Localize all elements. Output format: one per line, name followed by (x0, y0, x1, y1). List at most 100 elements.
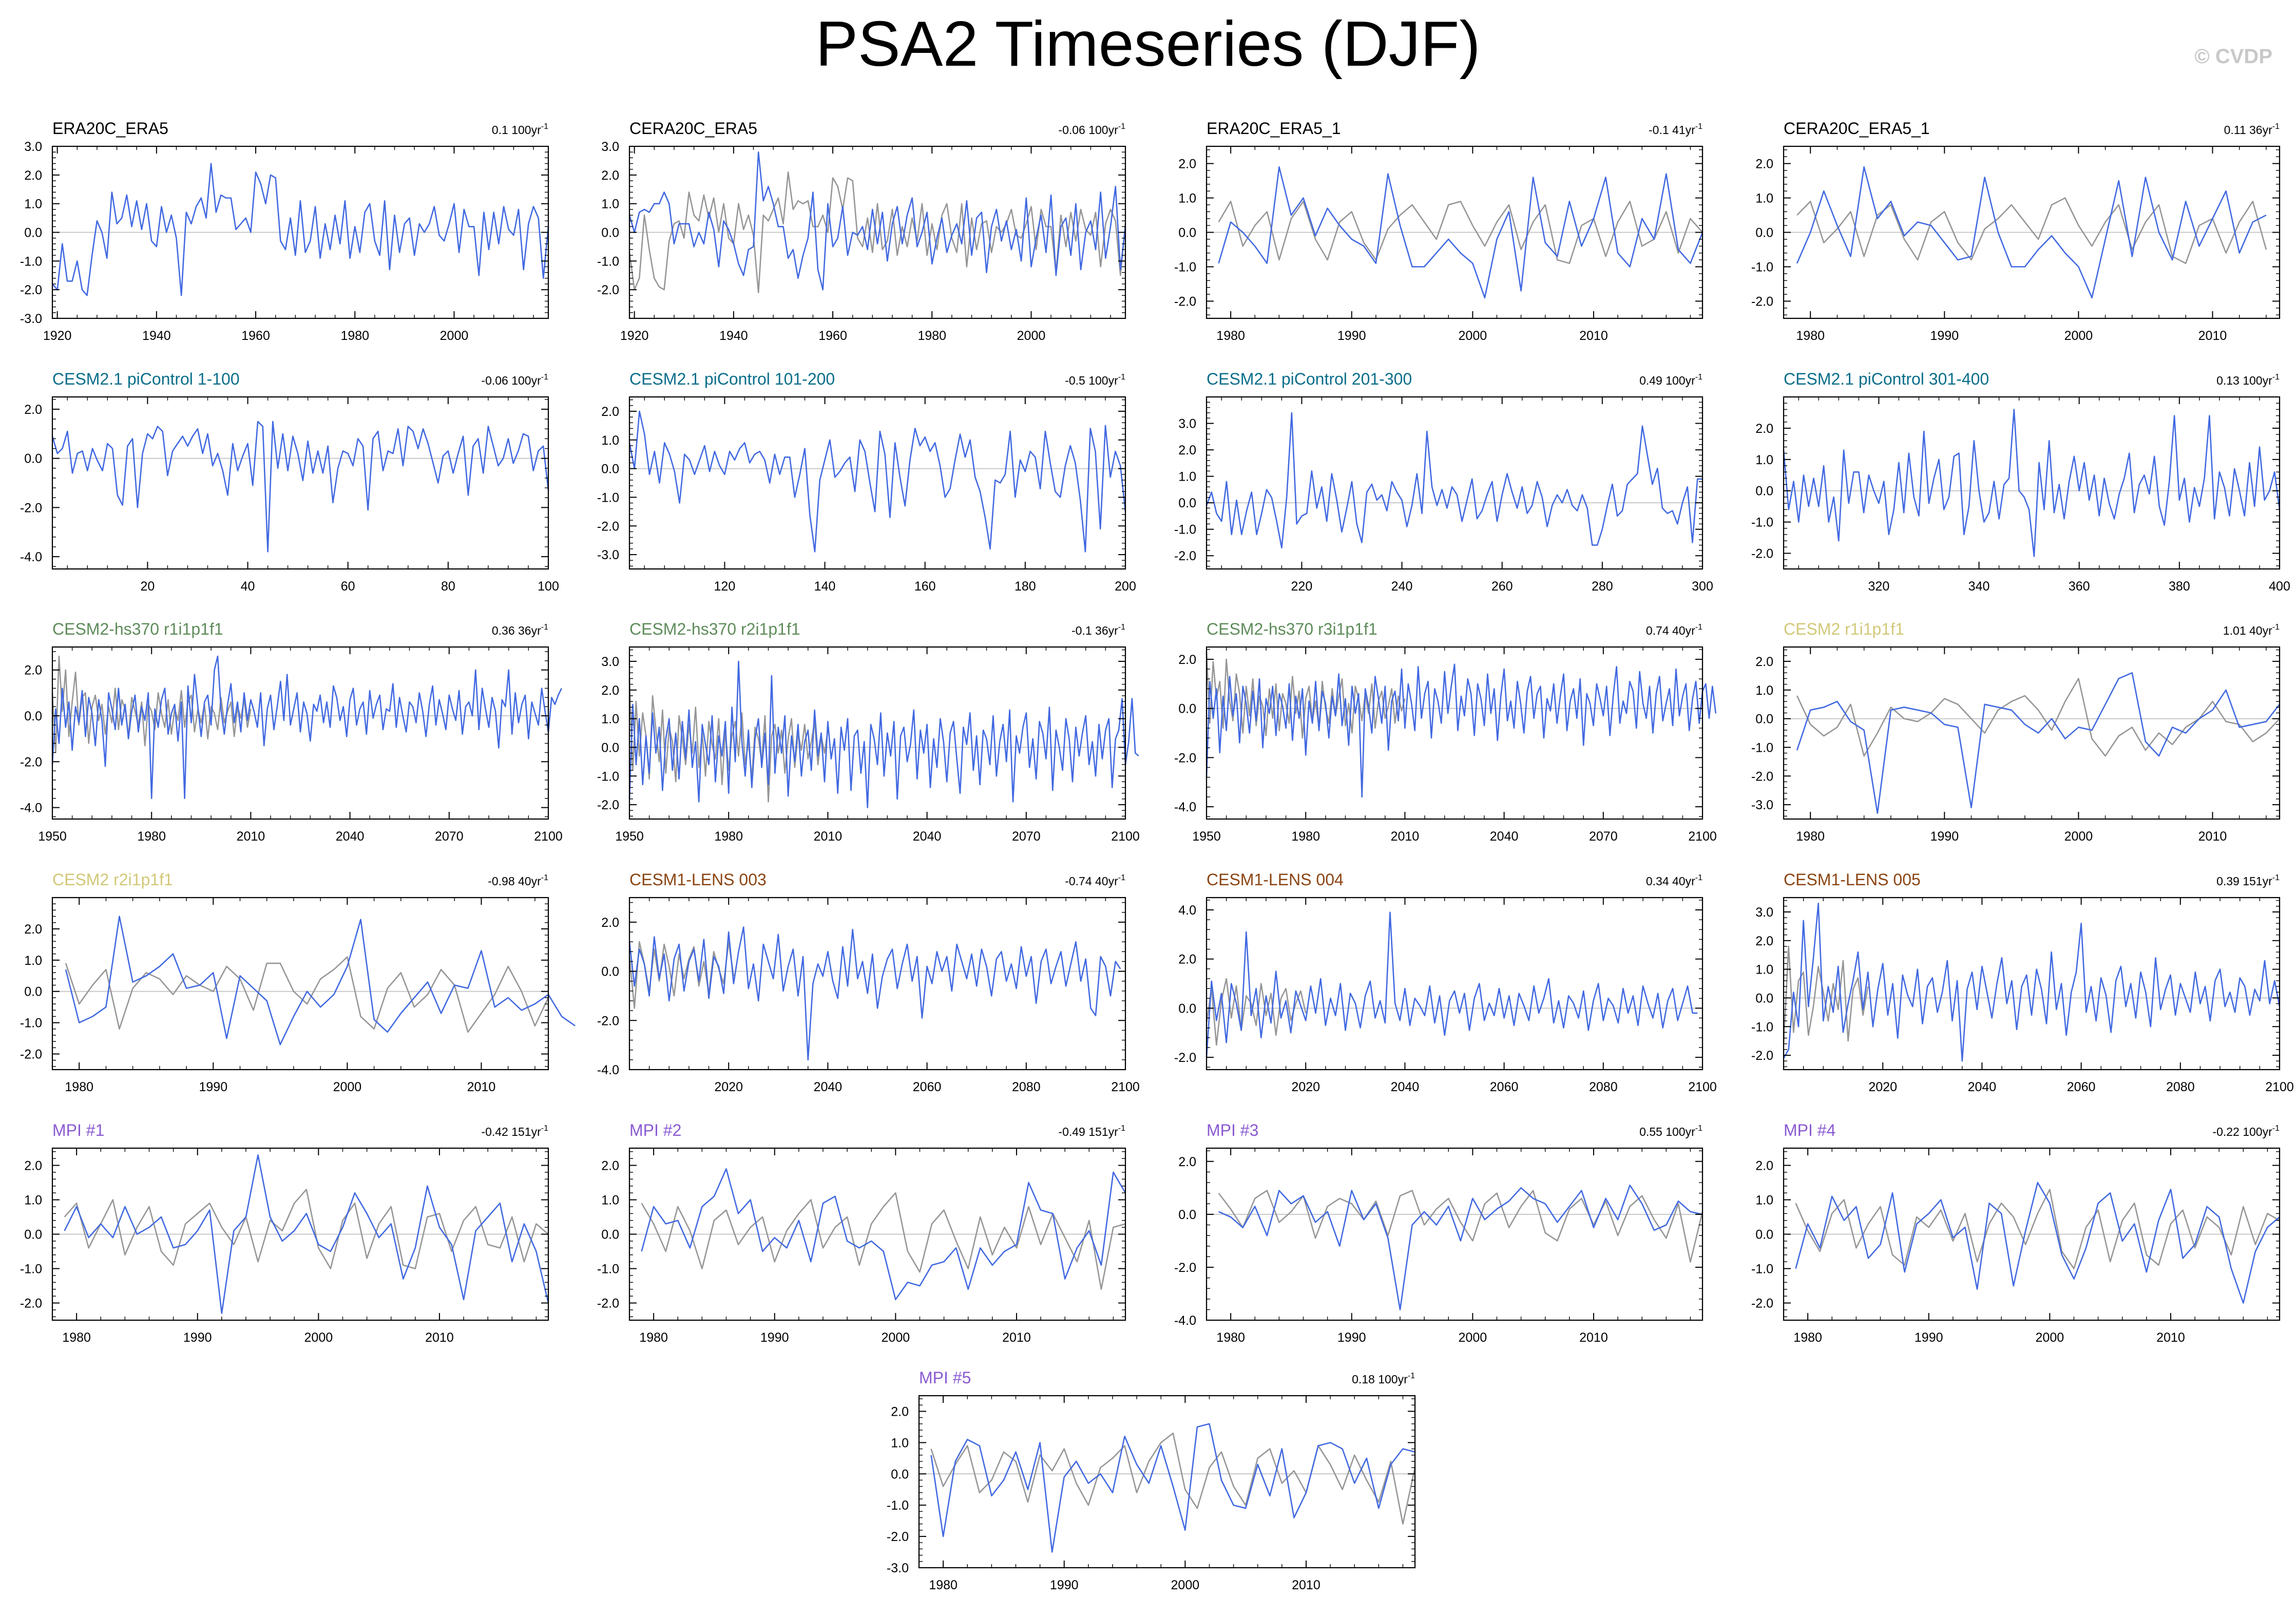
primary-series-line (1783, 902, 2281, 1062)
x-tick-label: 2000 (1459, 329, 1487, 343)
x-tick-label: 2060 (1490, 1080, 1519, 1094)
timeseries-panel: CESM2-hs370 r2i1p1f1 -0.1 36yr-1 -2.0 -1.0 0… (597, 620, 1140, 844)
x-tick-label: 1940 (719, 329, 748, 343)
x-tick-label: 2010 (237, 829, 265, 844)
y-tick-label: -1.0 (20, 1016, 42, 1031)
x-tick-label: 240 (1391, 579, 1413, 594)
y-tick-label: 0.0 (1178, 702, 1196, 716)
y-tick-label: -2.0 (597, 798, 619, 812)
x-tick-label: 2100 (1688, 1080, 1717, 1094)
y-tick-label: 2.0 (601, 1159, 619, 1173)
y-tick-label: 1.0 (24, 1193, 42, 1208)
timeseries-panel: CESM2 r1i1p1f1 1.01 40yr-1 -3.0 -2.0 -1.0 0.0… (1751, 620, 2281, 844)
timeseries-panel: CESM2.1 piControl 201-300 0.49 100yr-1 -2.… (1174, 370, 1713, 594)
panel-title: ERA20C_ERA5_1 (1207, 119, 1341, 138)
panel-title: CESM2.1 piControl 201-300 (1207, 370, 1412, 388)
timeseries-panel: CESM2-hs370 r3i1p1f1 0.74 40yr-1 -4.0 -2.0 0… (1174, 620, 1717, 844)
panel-title: CESM2.1 piControl 1-100 (52, 370, 240, 388)
reference-series-line (930, 1432, 1416, 1525)
y-tick-label: -3.0 (20, 312, 42, 326)
y-tick-label: -1.0 (887, 1498, 909, 1513)
y-tick-label: 1.0 (1178, 192, 1196, 206)
y-tick-label: -2.0 (20, 501, 42, 515)
y-tick-label: 3.0 (24, 140, 42, 154)
trend-label: -0.06 100yr-1 (1058, 122, 1125, 137)
y-tick-label: 2.0 (1178, 1155, 1196, 1169)
timeseries-panel: CERA20C_ERA5 -0.06 100yr-1 -2.0 -1.0 0.0 1.0 2… (597, 119, 1126, 343)
panel-title: CESM2-hs370 r2i1p1f1 (629, 620, 800, 638)
reference-series-line (1206, 652, 1406, 739)
x-tick-label: 1920 (620, 329, 649, 343)
panel-title: MPI #5 (919, 1368, 971, 1387)
y-tick-label: -1.0 (20, 254, 42, 269)
reference-series-line (1218, 200, 1703, 264)
panel-title: CESM1-LENS 003 (629, 870, 767, 889)
y-tick-label: 2.0 (24, 663, 42, 678)
x-tick-label: 2010 (1579, 1330, 1608, 1345)
primary-series-line (1206, 911, 1698, 1058)
x-tick-label: 2010 (1002, 1330, 1031, 1345)
y-tick-label: 1.0 (1755, 192, 1773, 206)
timeseries-panel: CERA20C_ERA5_1 0.11 36yr-1 -2.0 -1.0 0.0 1.0 2… (1751, 119, 2281, 343)
panel-title: CESM2.1 piControl 101-200 (629, 370, 835, 388)
reference-series-line (1218, 1190, 1704, 1263)
x-tick-label: 1980 (1793, 1330, 1822, 1345)
y-tick-label: 0.0 (601, 226, 619, 240)
x-tick-label: 320 (1868, 579, 1890, 594)
x-tick-label: 140 (814, 579, 836, 594)
x-tick-label: 2070 (1589, 829, 1618, 844)
x-tick-label: 120 (714, 579, 736, 594)
trend-label: 0.18 100yr-1 (1352, 1372, 1415, 1386)
timeseries-panel: CESM2-hs370 r1i1p1f1 0.36 36yr-1 -4.0 -2.0 0… (20, 620, 563, 844)
x-tick-label: 260 (1491, 579, 1513, 594)
x-tick-label: 2010 (425, 1330, 454, 1345)
y-tick-label: 0.0 (601, 740, 619, 755)
x-tick-label: 1960 (818, 329, 847, 343)
x-tick-label: 2060 (913, 1080, 942, 1094)
panel-title: MPI #2 (629, 1121, 681, 1139)
x-tick-label: 1950 (38, 829, 67, 844)
trend-label: -0.22 100yr-1 (2212, 1124, 2280, 1138)
trend-label: 1.01 40yr-1 (2223, 623, 2280, 637)
x-tick-label: 1990 (183, 1330, 212, 1345)
y-tick-label: 0.0 (1755, 1228, 1773, 1242)
reference-series-line (1795, 1189, 2280, 1269)
primary-series-line (1206, 412, 1702, 549)
y-tick-label: -3.0 (1751, 798, 1773, 812)
x-tick-label: 2000 (2064, 329, 2093, 343)
y-tick-label: 0.0 (601, 965, 619, 979)
reference-series-line (65, 956, 549, 1033)
x-tick-label: 1990 (1050, 1578, 1079, 1592)
x-tick-label: 1980 (62, 1330, 91, 1345)
trend-label: 0.39 151yr-1 (2216, 873, 2280, 888)
primary-series-line (628, 151, 1126, 291)
x-tick-label: 2070 (435, 829, 464, 844)
x-tick-label: 1980 (1216, 329, 1245, 343)
y-tick-label: 1.0 (1755, 453, 1773, 467)
x-tick-label: 2040 (814, 1080, 843, 1094)
plot-frame (628, 396, 1126, 570)
plot-frame (1206, 396, 1704, 570)
x-tick-label: 1980 (917, 329, 946, 343)
y-tick-label: -4.0 (20, 550, 42, 564)
y-tick-label: 2.0 (601, 916, 619, 930)
plot-frame (1783, 897, 2281, 1071)
x-tick-label: 2000 (440, 329, 469, 343)
x-tick-label: 20 (140, 579, 155, 594)
plot-frame (628, 897, 1126, 1071)
y-tick-label: -1.0 (1751, 516, 1773, 530)
x-tick-label: 2000 (1459, 1330, 1487, 1345)
x-tick-label: 1990 (1337, 329, 1366, 343)
x-tick-label: 2040 (913, 829, 942, 844)
x-tick-label: 100 (538, 579, 559, 594)
y-tick-label: -2.0 (1751, 547, 1773, 561)
y-tick-label: -2.0 (20, 283, 42, 297)
y-tick-label: -3.0 (887, 1561, 909, 1575)
y-tick-label: -1.0 (1174, 260, 1196, 275)
panel-title: MPI #1 (52, 1121, 104, 1139)
reference-series-line (1206, 978, 1307, 1046)
x-tick-label: 1990 (1930, 329, 1959, 343)
x-tick-label: 340 (1968, 579, 1990, 594)
y-tick-label: -2.0 (887, 1530, 909, 1544)
y-tick-label: 0.0 (1178, 1208, 1196, 1222)
